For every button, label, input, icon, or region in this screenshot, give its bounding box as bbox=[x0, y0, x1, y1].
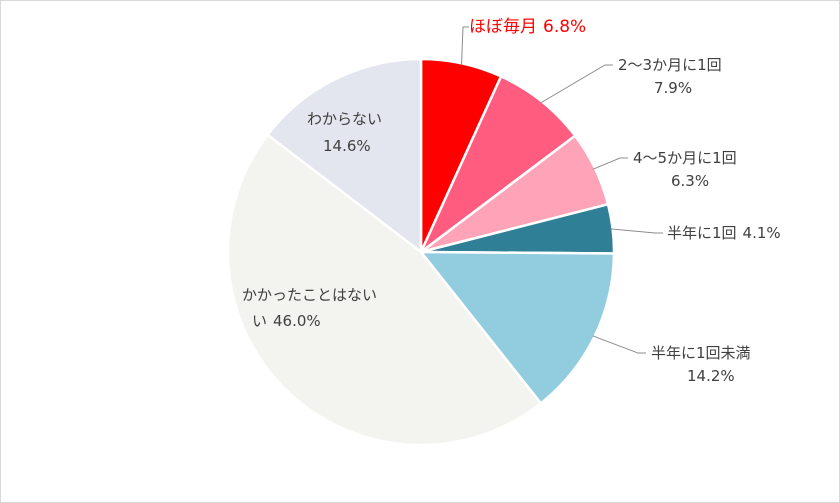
leader-line-3 bbox=[610, 228, 663, 234]
value-slice-6: 14.6% bbox=[323, 137, 371, 155]
pie-slice-6 bbox=[265, 57, 423, 255]
label-slice-0: ほぼ毎月 6.8% bbox=[469, 17, 586, 37]
label-slice-4: 半年に1回未満 bbox=[651, 344, 751, 362]
label-slice-6: わからない bbox=[307, 110, 382, 128]
label-slice-2: 4～5か月に1回 bbox=[633, 149, 737, 167]
value-slice-1: 7.9% bbox=[654, 79, 692, 97]
label-slice-5: かかったことはない bbox=[242, 286, 377, 304]
value-slice-4: 14.2% bbox=[687, 367, 735, 385]
label-slice-3: 半年に1回 4.1% bbox=[667, 224, 781, 242]
label-slice-1: 2～3か月に1回 bbox=[618, 56, 722, 74]
leader-line-2 bbox=[592, 157, 628, 170]
leader-line-0 bbox=[461, 26, 469, 66]
leader-line-4 bbox=[592, 335, 646, 354]
value-slice-2: 6.3% bbox=[671, 172, 709, 190]
label-slice-5-line2: い 46.0% bbox=[252, 312, 321, 330]
pie-slice-1 bbox=[419, 74, 577, 253]
leader-line-1 bbox=[540, 64, 613, 104]
pie-slice-5 bbox=[226, 133, 543, 447]
